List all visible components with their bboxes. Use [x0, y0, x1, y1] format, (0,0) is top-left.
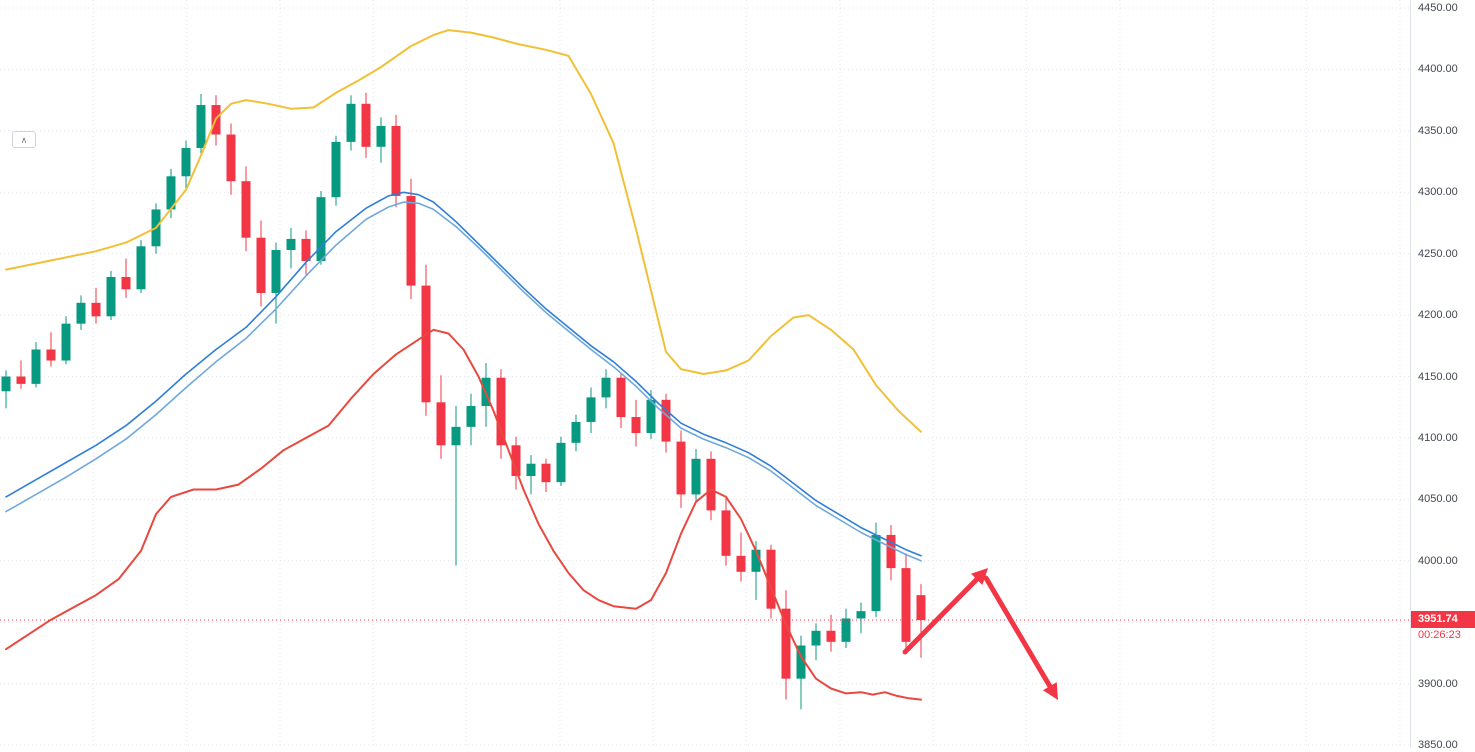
- candle: [346, 103, 356, 142]
- candle: [601, 377, 611, 398]
- candle: [781, 608, 791, 679]
- axis-price-label: 4250.00: [1418, 247, 1458, 260]
- candle: [856, 611, 866, 619]
- candle: [31, 349, 41, 384]
- candle: [361, 103, 371, 147]
- candle: [871, 534, 881, 612]
- candle: [526, 463, 536, 476]
- candle: [886, 534, 896, 569]
- candle: [556, 442, 566, 483]
- candle: [376, 125, 386, 147]
- indicator-overlays: [5, 29, 922, 701]
- candle: [46, 349, 56, 361]
- last-price-label: 3951.74 00:26:23: [1411, 611, 1475, 644]
- candle: [721, 510, 731, 556]
- trend-arrows: [902, 568, 1058, 700]
- trend-arrow[interactable]: [983, 575, 1053, 689]
- chart-area[interactable]: ∧: [0, 0, 1410, 748]
- axis-price-label: 3850.00: [1418, 739, 1458, 751]
- candle: [631, 417, 641, 434]
- chevron-up-icon: ∧: [20, 134, 28, 145]
- candle: [331, 141, 341, 198]
- candle: [181, 148, 191, 177]
- candle: [106, 277, 116, 317]
- candle: [76, 302, 86, 324]
- candle: [286, 238, 296, 250]
- axis-price-label: 4100.00: [1418, 431, 1458, 444]
- axis-price-label: 3900.00: [1418, 677, 1458, 690]
- axis-price-label: 4300.00: [1418, 186, 1458, 199]
- candle: [901, 568, 911, 642]
- axis-price-label: 4400.00: [1418, 63, 1458, 76]
- upper-band-line: [5, 29, 922, 433]
- axis-price-label: 4150.00: [1418, 370, 1458, 383]
- trend-arrow-head[interactable]: [971, 568, 988, 586]
- candle: [226, 134, 236, 182]
- candle: [811, 630, 821, 646]
- candle: [661, 399, 671, 442]
- candle: [571, 421, 581, 443]
- candle: [421, 285, 431, 403]
- candle: [16, 376, 26, 384]
- bar-countdown: 00:26:23: [1411, 628, 1475, 644]
- candle: [61, 323, 71, 361]
- candle: [496, 377, 506, 446]
- candle: [91, 302, 101, 317]
- trend-arrow-head[interactable]: [1042, 682, 1058, 700]
- candle: [196, 105, 206, 149]
- candle: [706, 458, 716, 511]
- ma-fast-line: [5, 191, 922, 557]
- lower-band-line: [5, 328, 922, 701]
- last-price-value: 3951.74: [1411, 611, 1475, 629]
- candle: [436, 402, 446, 446]
- axis-price-label: 4350.00: [1418, 124, 1458, 137]
- axis-price-label: 4000.00: [1418, 554, 1458, 567]
- candle: [841, 618, 851, 642]
- candle: [166, 176, 176, 210]
- ma-slow-line: [5, 201, 922, 562]
- candle: [736, 555, 746, 572]
- candle: [616, 377, 626, 418]
- axis-price-label: 4050.00: [1418, 493, 1458, 506]
- candle: [751, 549, 761, 572]
- candle: [241, 181, 251, 238]
- candle: [916, 595, 926, 621]
- candle: [256, 237, 266, 293]
- collapse-indicators-button[interactable]: ∧: [12, 131, 36, 148]
- candle: [466, 405, 476, 427]
- candle: [301, 238, 311, 262]
- candle: [121, 277, 131, 290]
- axis-price-label: 4450.00: [1418, 2, 1458, 14]
- candle: [271, 249, 281, 293]
- candle: [511, 445, 521, 476]
- candle: [796, 645, 806, 679]
- trend-arrow[interactable]: [902, 576, 980, 655]
- candle: [1, 376, 11, 392]
- candlestick-chart[interactable]: [0, 0, 1410, 748]
- candle: [691, 458, 701, 495]
- candle: [586, 397, 596, 422]
- chart-grid: [0, 0, 1410, 748]
- candle: [541, 463, 551, 483]
- candle: [391, 125, 401, 196]
- candle: [766, 549, 776, 609]
- axis-price-label: 4200.00: [1418, 309, 1458, 322]
- price-axis[interactable]: 4450.00 4400.00 4350.00 4300.00 4250.00 4200.…: [1410, 0, 1475, 751]
- candle: [826, 630, 836, 642]
- candle: [316, 197, 326, 262]
- candle: [646, 399, 656, 434]
- candle: [136, 246, 146, 290]
- candle: [676, 441, 686, 495]
- candle: [406, 195, 416, 286]
- candles: [1, 92, 926, 710]
- candle: [451, 426, 461, 446]
